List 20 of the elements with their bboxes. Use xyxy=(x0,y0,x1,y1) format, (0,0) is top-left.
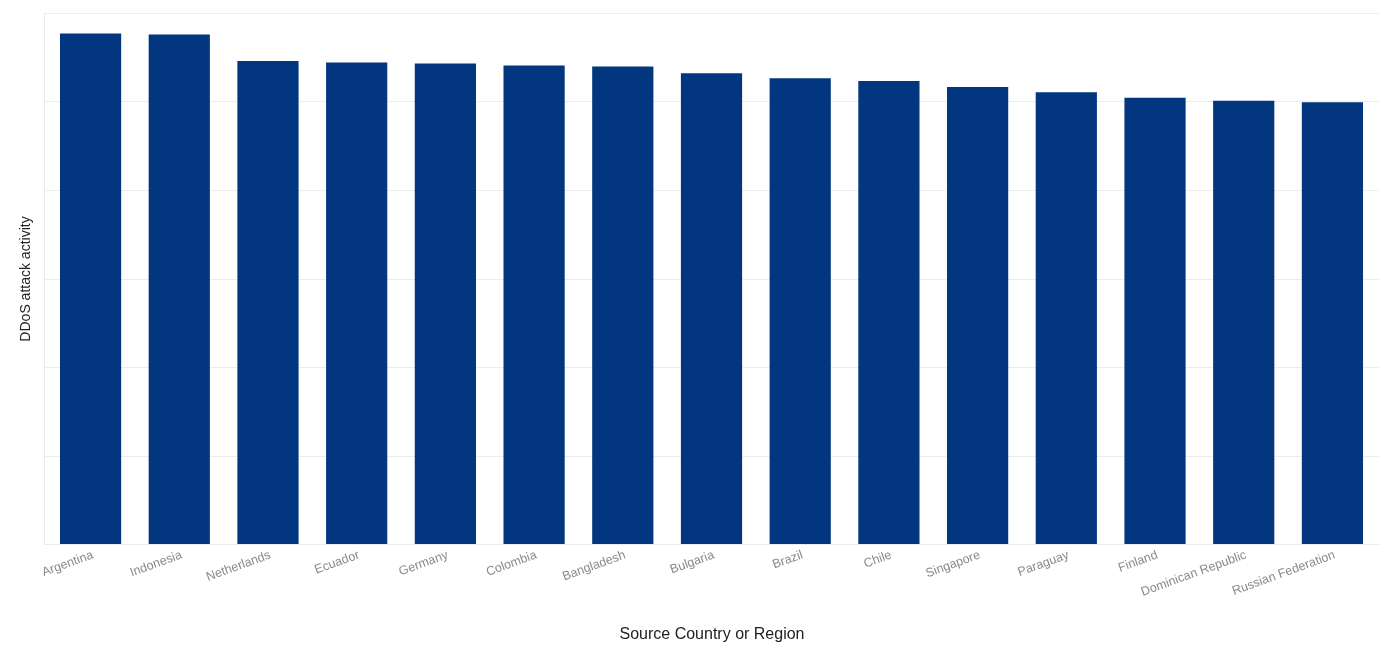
bar xyxy=(148,34,210,544)
bar xyxy=(947,87,1009,544)
bar xyxy=(503,65,565,544)
bar xyxy=(1035,92,1097,544)
bar xyxy=(858,80,920,544)
x-tick-label: Bulgaria xyxy=(668,547,716,577)
bar xyxy=(680,73,743,544)
bar xyxy=(1124,97,1186,544)
bar xyxy=(59,33,122,544)
bar xyxy=(414,63,476,544)
bar xyxy=(769,78,831,544)
bar xyxy=(1301,102,1364,544)
bar xyxy=(592,66,654,544)
x-tick-label: Chile xyxy=(861,547,894,571)
bar xyxy=(1213,100,1275,544)
x-tick-label: Brazil xyxy=(770,547,805,572)
bar xyxy=(326,62,388,544)
bar xyxy=(237,60,299,544)
y-axis-title: DDoS attack activity xyxy=(16,216,33,342)
x-axis-title: Source Country or Region xyxy=(619,625,805,643)
